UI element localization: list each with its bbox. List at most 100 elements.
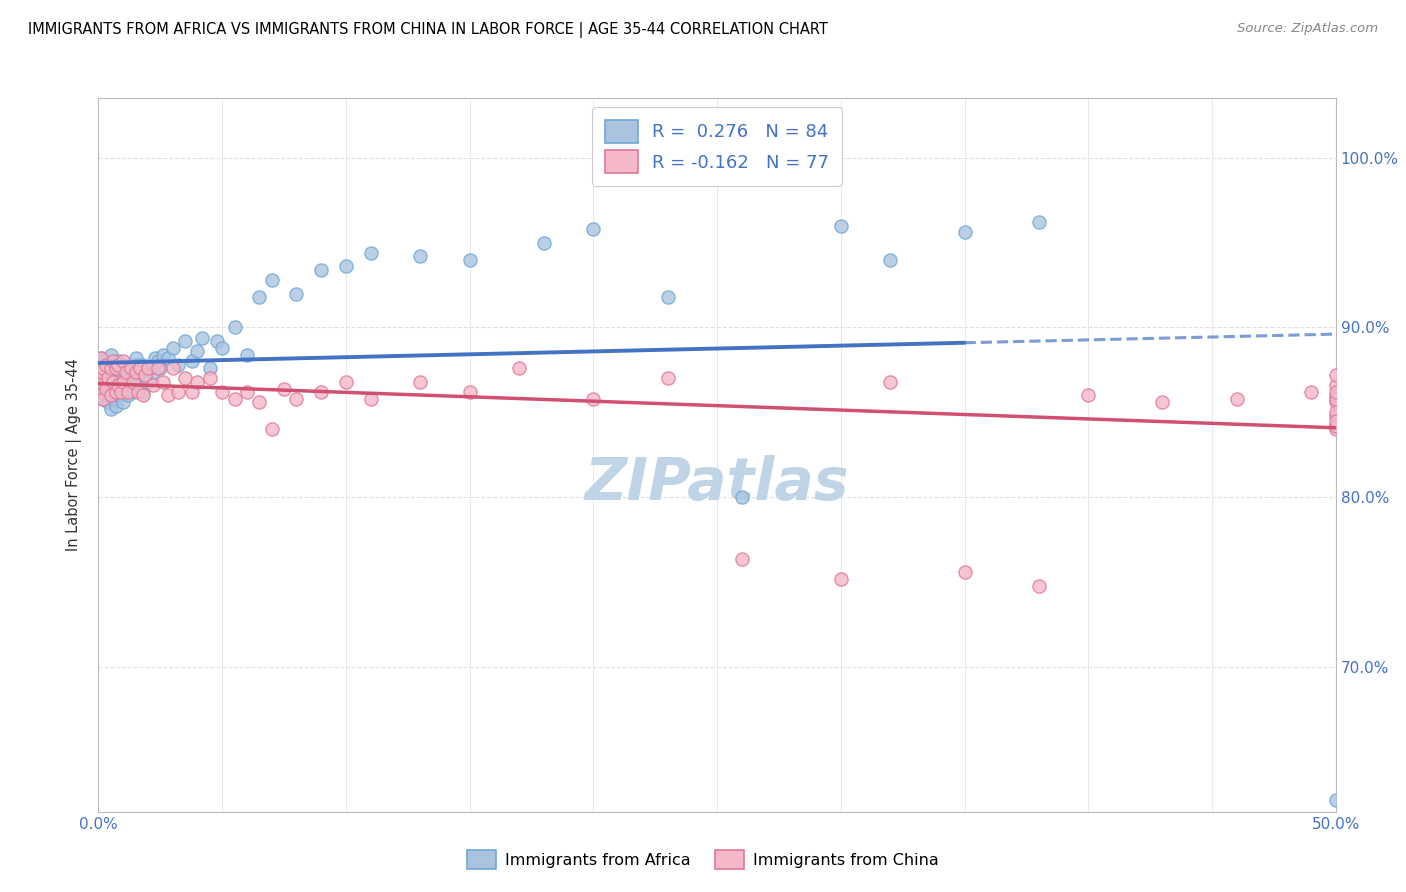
Point [181, 354, 204, 368]
Point [582, 392, 605, 406]
Point [103, 392, 125, 406]
Point [260, 422, 283, 436]
Point [110, 385, 132, 400]
Legend: Immigrants from Africa, Immigrants from China: Immigrants from Africa, Immigrants from … [461, 844, 945, 875]
Point [285, 392, 308, 406]
Point [224, 320, 246, 334]
Text: Source: ZipAtlas.com: Source: ZipAtlas.com [1237, 22, 1378, 36]
Point [90, 365, 112, 379]
Point [120, 361, 142, 376]
Point [181, 385, 204, 400]
Point [285, 286, 308, 301]
Point [90, 368, 112, 382]
Point [103, 375, 125, 389]
Point [97, 371, 120, 385]
Point [90, 385, 112, 400]
Point [122, 375, 145, 389]
Point [731, 491, 754, 505]
Point [124, 378, 146, 392]
Point [94, 375, 117, 389]
Point [458, 252, 481, 267]
Point [1324, 419, 1347, 434]
Point [90, 385, 112, 400]
Point [162, 361, 184, 376]
Point [93, 361, 115, 376]
Point [1299, 385, 1322, 400]
Point [143, 351, 166, 365]
Point [100, 365, 122, 379]
Point [114, 385, 136, 400]
Point [458, 385, 481, 400]
Point [146, 361, 169, 376]
Point [657, 371, 679, 385]
Point [186, 344, 208, 359]
Point [90, 361, 112, 376]
Point [166, 385, 188, 400]
Point [100, 348, 122, 362]
Point [120, 361, 142, 376]
Point [112, 395, 135, 409]
Point [260, 273, 283, 287]
Point [533, 235, 555, 250]
Point [134, 368, 156, 382]
Point [97, 378, 120, 392]
Point [309, 262, 332, 277]
Legend: R =  0.276   N = 84, R = -0.162   N = 77: R = 0.276 N = 84, R = -0.162 N = 77 [592, 107, 842, 186]
Point [93, 392, 115, 406]
Point [830, 219, 852, 233]
Point [124, 365, 146, 379]
Point [236, 348, 259, 362]
Point [198, 371, 221, 385]
Point [146, 354, 169, 368]
Point [117, 365, 139, 379]
Point [247, 290, 270, 304]
Point [100, 361, 122, 376]
Point [93, 382, 115, 396]
Point [132, 358, 155, 372]
Point [830, 572, 852, 586]
Point [953, 565, 976, 579]
Point [191, 331, 214, 345]
Point [90, 378, 112, 392]
Y-axis label: In Labor Force | Age 35-44: In Labor Force | Age 35-44 [66, 359, 83, 551]
Point [114, 365, 136, 379]
Point [136, 375, 159, 389]
Point [90, 351, 112, 365]
Point [335, 375, 357, 389]
Point [104, 399, 127, 413]
Point [134, 368, 156, 382]
Point [122, 385, 145, 400]
Point [107, 358, 129, 372]
Point [132, 385, 155, 400]
Point [93, 354, 115, 368]
Text: IMMIGRANTS FROM AFRICA VS IMMIGRANTS FROM CHINA IN LABOR FORCE | AGE 35-44 CORRE: IMMIGRANTS FROM AFRICA VS IMMIGRANTS FRO… [28, 22, 828, 38]
Text: ZIPatlas: ZIPatlas [585, 455, 849, 512]
Point [97, 358, 120, 372]
Point [124, 351, 146, 365]
Point [110, 365, 132, 379]
Point [110, 385, 132, 400]
Point [211, 341, 233, 355]
Point [1077, 388, 1099, 402]
Point [174, 371, 197, 385]
Point [166, 358, 188, 372]
Point [1324, 419, 1347, 434]
Point [94, 358, 117, 372]
Point [117, 388, 139, 402]
Point [139, 361, 162, 376]
Point [1226, 392, 1249, 406]
Point [104, 382, 127, 396]
Point [142, 365, 165, 379]
Point [1324, 388, 1347, 402]
Point [103, 354, 125, 368]
Point [198, 361, 221, 376]
Point [93, 392, 115, 406]
Point [136, 361, 159, 376]
Point [879, 252, 901, 267]
Point [211, 385, 233, 400]
Point [152, 348, 174, 362]
Point [1324, 793, 1347, 807]
Point [107, 378, 129, 392]
Point [879, 375, 901, 389]
Point [107, 388, 129, 402]
